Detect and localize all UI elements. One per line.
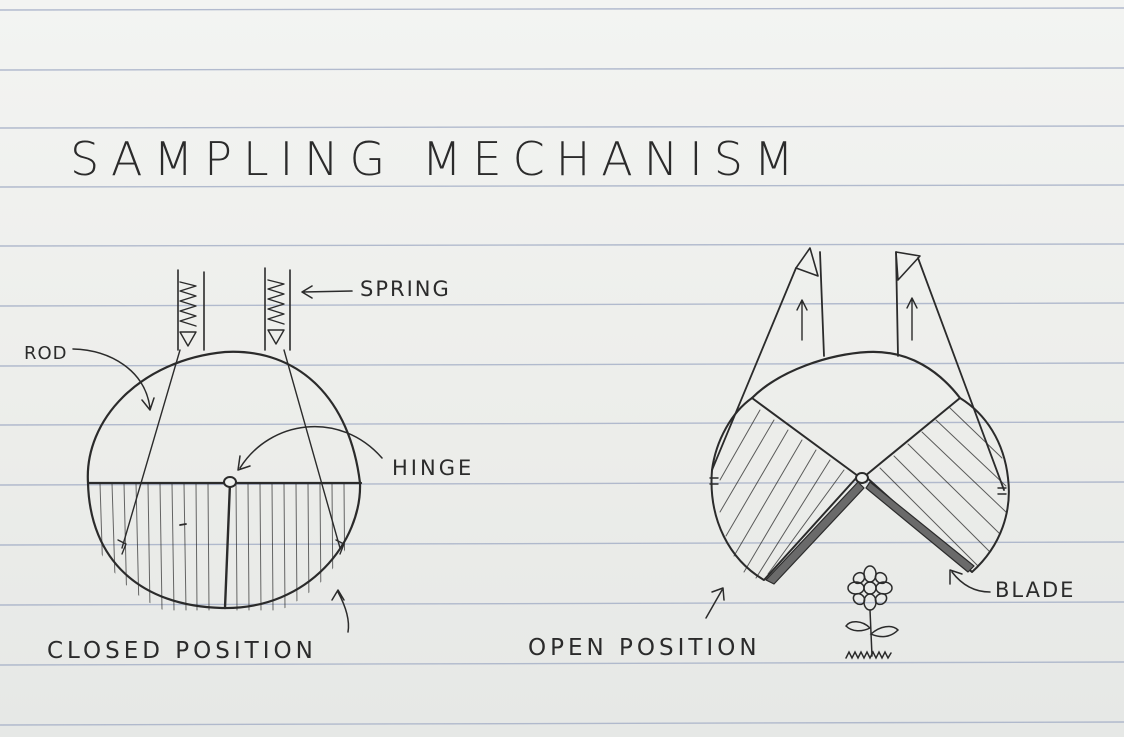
flower-icon: [845, 565, 900, 660]
arrow-icon: [301, 285, 353, 299]
closed-position-label: CLOSED POSITION: [47, 638, 317, 664]
blade-label: BLADE: [995, 578, 1076, 602]
rod-label: ROD: [24, 343, 68, 364]
spring-icon: [179, 281, 197, 327]
page-title: SAMPLING MECHANISM: [70, 132, 805, 186]
spring-label: SPRING: [360, 277, 451, 301]
open-position-diagram: [705, 247, 1010, 619]
hinge-label: HINGE: [392, 456, 475, 480]
closed-position-diagram: [72, 267, 383, 633]
open-position-label: OPEN POSITION: [528, 635, 761, 661]
